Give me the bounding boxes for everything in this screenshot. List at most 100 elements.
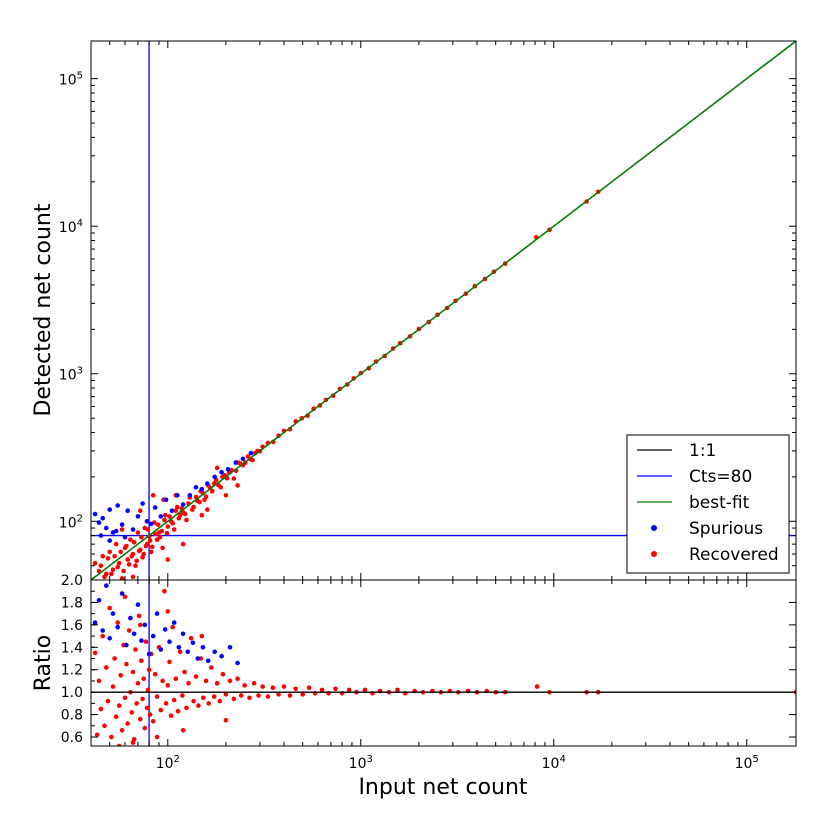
top-point-spurious	[219, 469, 224, 475]
top-point-spurious	[107, 538, 112, 543]
bottom-point-recovered	[110, 684, 116, 689]
bottom-point-spurious	[124, 642, 129, 648]
top-point-recovered	[107, 549, 112, 555]
bottom-point-recovered	[171, 697, 177, 703]
bottom-point-recovered	[238, 693, 244, 698]
bottom-point-recovered	[260, 684, 265, 689]
bottom-point-recovered	[211, 694, 217, 699]
top-ytick-label: 105	[59, 71, 83, 89]
bottom-scatter-points	[91, 583, 796, 746]
top-point-recovered	[173, 508, 179, 513]
bottom-point-recovered	[150, 719, 156, 724]
bottom-point-recovered	[122, 695, 128, 701]
bottom-point-recovered	[152, 671, 158, 677]
bottom-point-recovered	[165, 609, 171, 614]
top-point-recovered	[124, 543, 129, 549]
bottom-point-spurious	[92, 620, 98, 625]
top-point-recovered	[100, 553, 105, 559]
top-point-recovered	[135, 530, 141, 535]
bottom-point-spurious	[185, 649, 191, 655]
bottom-point-recovered	[191, 698, 196, 704]
bottom-point-spurious	[171, 620, 177, 625]
bottom-point-recovered	[170, 624, 175, 630]
bottom-point-recovered	[102, 723, 107, 729]
top-point-recovered	[155, 522, 161, 527]
bottom-point-recovered	[231, 696, 237, 702]
top-point-recovered	[170, 520, 175, 526]
top-ticks: 102 103 104 105 2.0	[59, 41, 796, 589]
bottom-point-recovered	[214, 680, 220, 686]
top-point-recovered	[149, 544, 155, 550]
bottom-point-recovered	[130, 740, 136, 745]
bottom-point-recovered	[247, 695, 252, 701]
bottom-point-recovered	[133, 647, 138, 652]
bottom-point-recovered	[220, 671, 226, 677]
top-point-recovered	[152, 531, 158, 537]
top-point-recovered	[129, 553, 134, 559]
top-point-recovered	[176, 515, 182, 521]
top-point-spurious	[125, 508, 130, 513]
bottom-ytick-label: 1.6	[61, 618, 83, 634]
bottom-point-spurious	[139, 638, 144, 643]
bottom-point-spurious	[212, 649, 217, 655]
top-point-recovered	[115, 564, 120, 570]
bottom-point-recovered	[293, 686, 299, 692]
bottom-point-recovered	[94, 732, 100, 738]
top-point-spurious	[104, 525, 109, 531]
bottom-point-recovered	[287, 693, 293, 698]
top-point-recovered	[165, 524, 171, 529]
top-point-spurious	[92, 511, 98, 517]
top-point-spurious	[163, 497, 169, 503]
bottom-point-recovered	[175, 708, 181, 714]
top-point-recovered	[98, 563, 104, 568]
bottom-point-recovered	[165, 683, 171, 688]
bottom-point-recovered	[281, 684, 287, 689]
top-point-spurious	[175, 493, 180, 498]
bottom-point-recovered	[235, 676, 240, 681]
bottom-point-recovered	[167, 659, 172, 665]
top-point-spurious	[204, 481, 210, 486]
top-point-recovered	[214, 465, 220, 471]
top-point-recovered	[145, 527, 151, 532]
bottom-point-spurious	[119, 591, 125, 596]
bottom-point-recovered	[138, 716, 143, 722]
bottom-point-recovered	[182, 669, 187, 675]
bottom-point-spurious	[146, 651, 152, 657]
legend-box	[626, 434, 790, 574]
top-point-recovered	[197, 499, 202, 505]
bottom-xtick-label: 103	[349, 754, 373, 772]
bottom-ytick-label: 1.2	[61, 663, 83, 679]
bottom-y-axis-title: Ratio	[31, 635, 56, 691]
bottom-xtick-label: 105	[735, 754, 759, 772]
bottom-point-recovered	[141, 676, 146, 681]
bottom-point-recovered	[154, 694, 160, 699]
bottom-point-recovered	[223, 717, 229, 723]
top-point-recovered	[305, 413, 310, 418]
bottom-point-spurious	[235, 660, 240, 666]
bottom-point-recovered	[270, 685, 276, 690]
bottom-point-recovered	[203, 678, 209, 684]
bottom-point-spurious	[205, 658, 211, 664]
top-point-recovered	[147, 538, 153, 543]
top-best-fit-line	[91, 41, 796, 580]
bottom-point-recovered	[300, 692, 306, 697]
bottom-point-recovered	[217, 698, 223, 704]
bottom-point-spurious	[167, 639, 172, 644]
top-point-recovered	[148, 549, 154, 555]
top-point-recovered	[92, 560, 98, 566]
top-point-recovered	[105, 556, 111, 561]
bottom-point-recovered	[362, 687, 368, 693]
top-point-recovered	[139, 534, 144, 540]
top-point-recovered	[128, 537, 133, 542]
top-point-recovered	[136, 548, 142, 554]
bottom-point-recovered	[201, 695, 206, 701]
bottom-point-recovered	[100, 633, 105, 639]
top-point-recovered	[130, 574, 136, 580]
top-point-recovered	[162, 512, 168, 518]
top-point-recovered	[164, 530, 170, 536]
bottom-point-recovered	[122, 594, 128, 600]
bottom-point-recovered	[140, 696, 145, 702]
bottom-point-recovered	[158, 707, 164, 713]
top-point-recovered	[204, 507, 210, 512]
bottom-point-recovered	[115, 620, 120, 625]
